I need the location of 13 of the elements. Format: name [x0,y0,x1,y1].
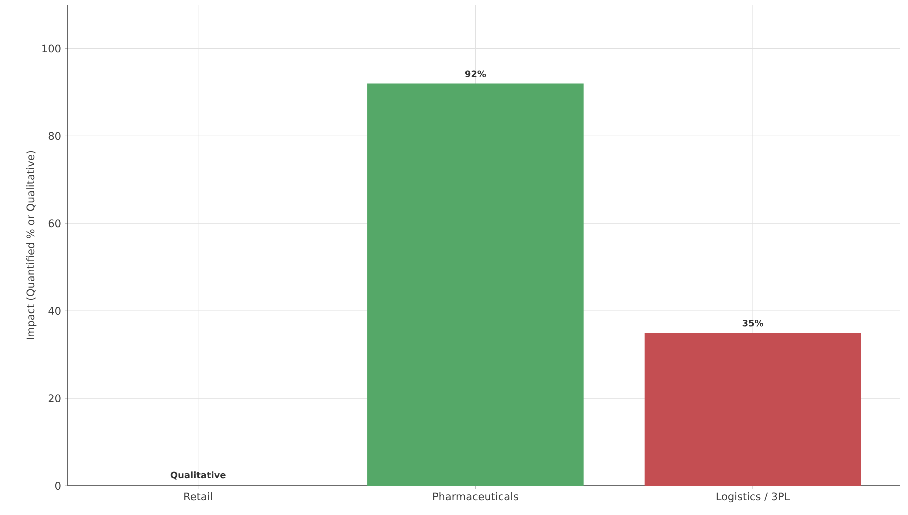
y-tick-label: 100 [42,44,61,53]
data-label: 92% [465,70,486,78]
x-tick-label: Logistics / 3PL [716,492,790,503]
y-tick-label: 0 [56,482,61,490]
data-label: 35% [742,320,764,327]
y-tick-label: 40 [48,307,61,316]
x-tick-label: Pharmaceuticals [434,492,518,501]
y-tick-label: 60 [48,220,61,228]
y-tick-label: 20 [48,394,61,402]
y-axis-title: Impact (Quantified % or Qualitative) [26,151,37,340]
x-tick-label: Retail [184,492,212,501]
y-tick-label: 80 [48,132,61,140]
data-label: Qualitative [170,472,226,480]
